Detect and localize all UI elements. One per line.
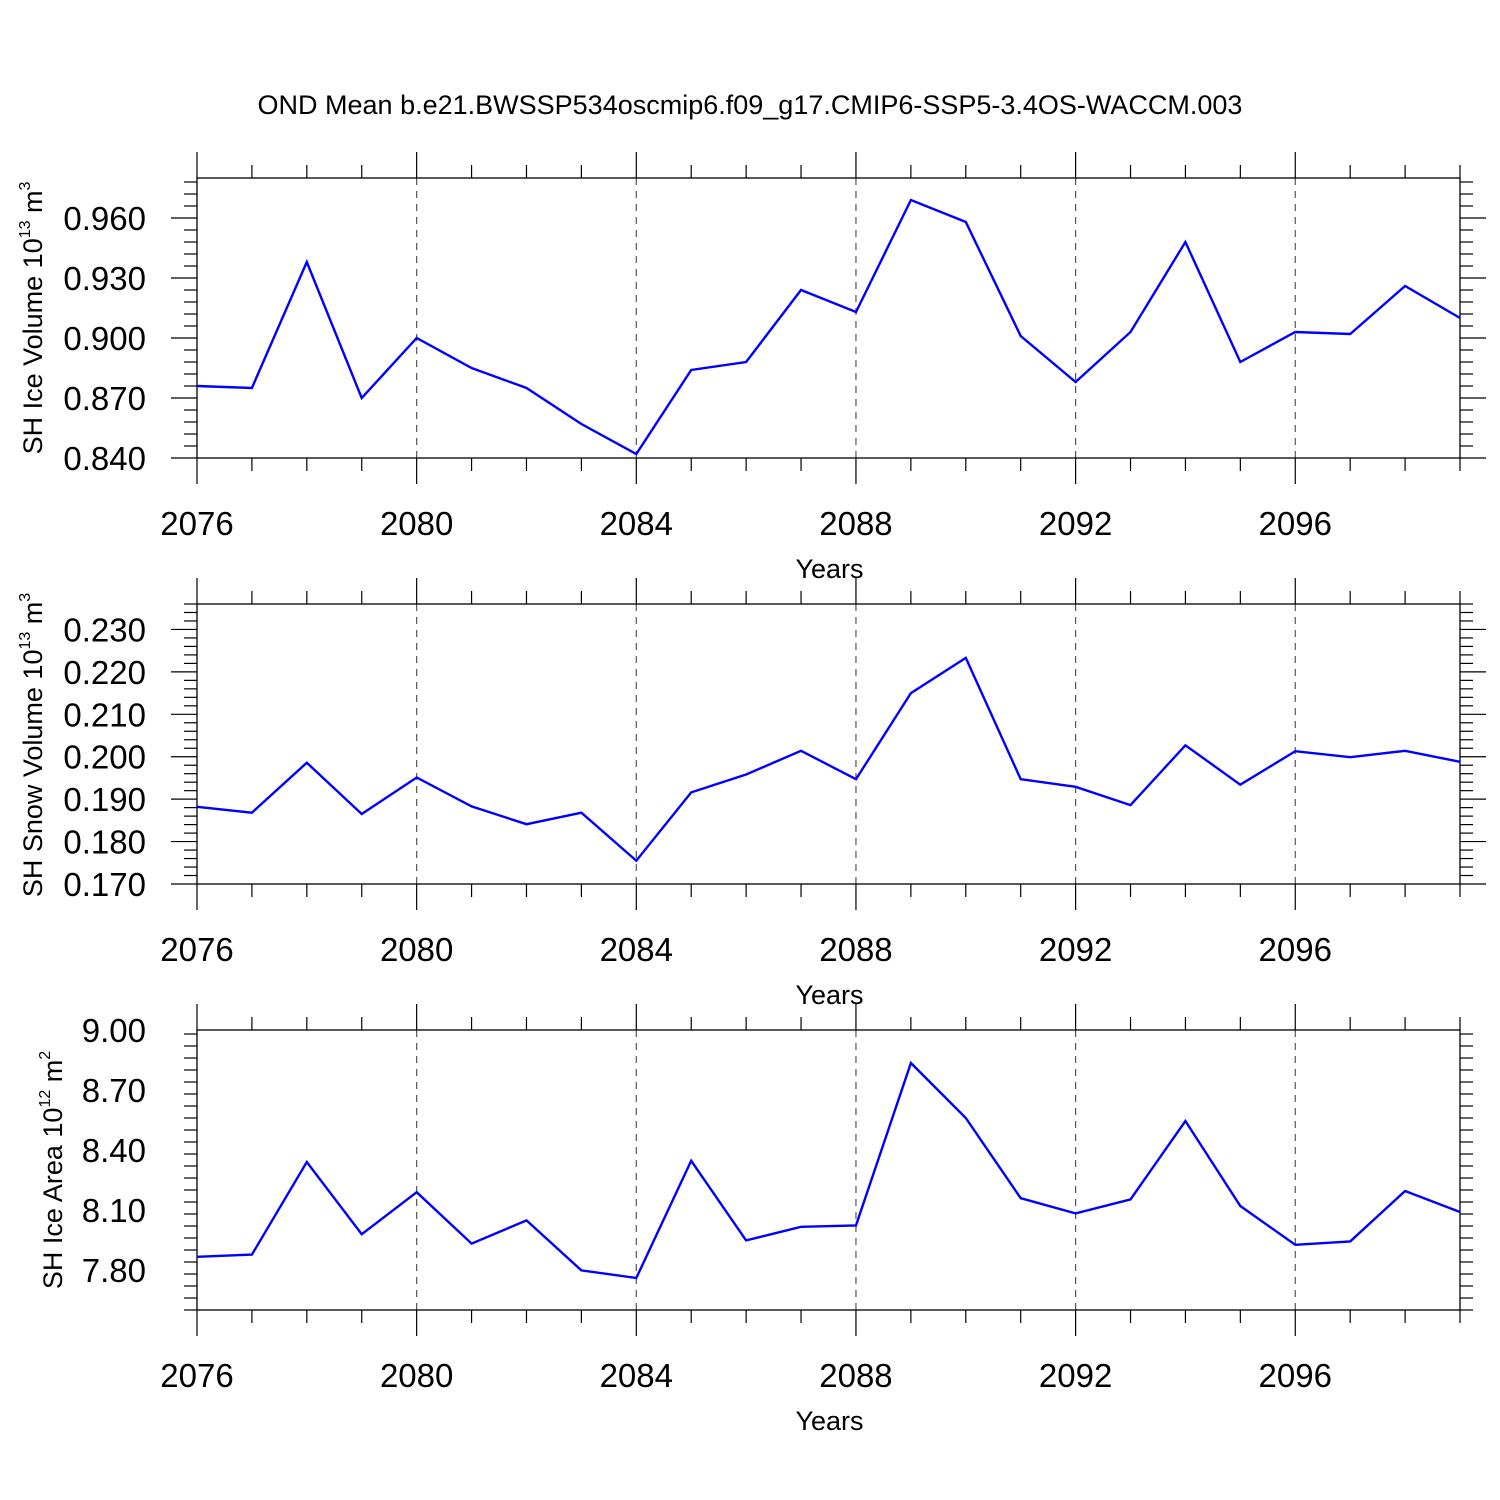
x-tick-label: 2076	[160, 1357, 233, 1394]
y-tick-label: 0.210	[63, 696, 146, 733]
y-tick-label: 7.80	[82, 1252, 146, 1289]
x-tick-label: 2080	[380, 1357, 453, 1394]
x-tick-label: 2092	[1039, 505, 1112, 542]
plot-frame	[196, 1029, 1461, 1311]
x-tick-label: 2088	[819, 1357, 892, 1394]
x-tick-label: 2084	[600, 505, 673, 542]
x-tick-label: 2096	[1259, 1357, 1332, 1394]
x-tick-label: 2096	[1259, 505, 1332, 542]
y-tick-label: 0.840	[63, 440, 146, 477]
plot-frame	[196, 177, 1461, 459]
y-tick-label: 8.40	[82, 1132, 146, 1169]
series-line	[196, 656, 1461, 863]
x-axis-label: Years	[795, 980, 863, 1010]
x-tick-label: 2084	[600, 1357, 673, 1394]
x-axis-label: Years	[795, 554, 863, 584]
y-tick-label: 9.00	[82, 1012, 146, 1049]
x-tick-label: 2076	[160, 505, 233, 542]
x-tick-label: 2096	[1259, 931, 1332, 968]
ylabel-snow-volume: SH Snow Volume 1013 m3	[17, 593, 48, 897]
y-tick-label: 8.70	[82, 1072, 146, 1109]
y-tick-label: 0.170	[63, 866, 146, 903]
x-tick-label: 2084	[600, 931, 673, 968]
x-tick-label: 2088	[819, 505, 892, 542]
series-line	[196, 198, 1461, 456]
y-tick-label: 0.190	[63, 781, 146, 818]
panel-ice-area: SH Ice Area 1012 m2 2076 2080 2084 2088 2092…	[37, 1004, 1473, 1436]
y-tick-label: 0.960	[63, 200, 146, 237]
x-tick-label: 2092	[1039, 931, 1112, 968]
y-tick-label: 0.200	[63, 739, 146, 776]
y-tick-label: 0.870	[63, 380, 146, 417]
x-tick-label: 2080	[380, 931, 453, 968]
y-tick-label: 0.180	[63, 824, 146, 861]
x-tick-label: 2088	[819, 931, 892, 968]
series-line	[196, 1060, 1461, 1280]
figure-title: OND Mean b.e21.BWSSP534oscmip6.f09_g17.C…	[258, 90, 1243, 120]
y-tick-label: 0.900	[63, 320, 146, 357]
x-axis-label: Years	[795, 1406, 863, 1436]
x-tick-label: 2076	[160, 931, 233, 968]
plot-frame	[196, 603, 1461, 885]
y-tick-label: 0.220	[63, 654, 146, 691]
panel-snow-volume: SH Snow Volume 1013 m3 2076 2080 2084 2088 2…	[17, 578, 1486, 1010]
y-tick-label: 0.230	[63, 611, 146, 648]
ylabel-ice-area: SH Ice Area 1012 m2	[37, 1051, 68, 1289]
y-tick-label: 8.10	[82, 1192, 146, 1229]
y-tick-label: 0.930	[63, 260, 146, 297]
x-tick-label: 2092	[1039, 1357, 1112, 1394]
panel-ice-volume: SH Ice Volume 1013 m3 2076 2080 2084 2088 20…	[17, 152, 1486, 584]
ylabel-ice-volume: SH Ice Volume 1013 m3	[17, 181, 48, 454]
x-tick-label: 2080	[380, 505, 453, 542]
